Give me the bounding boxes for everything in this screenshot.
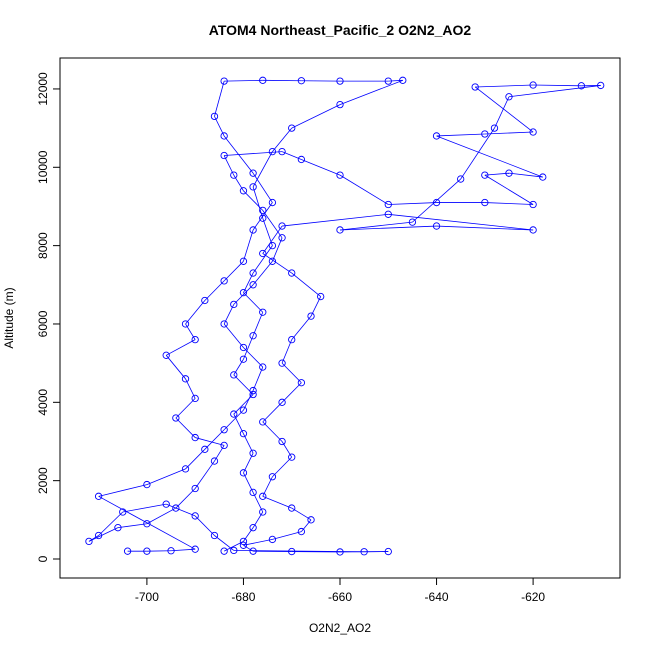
series-line-segment: [147, 508, 176, 524]
series-line-segment: [166, 504, 195, 516]
series-line-segment: [147, 469, 186, 485]
series-line-segment: [195, 516, 214, 536]
plot-frame: [60, 58, 620, 578]
series-line-segment: [205, 281, 224, 301]
y-tick-label: 2000: [36, 467, 50, 494]
series-line-segment: [243, 230, 253, 261]
x-tick-label: -680: [231, 590, 255, 604]
y-axis-label: Altitude (m): [2, 287, 16, 348]
y-tick-label: 6000: [36, 310, 50, 337]
series-line-segment: [123, 504, 166, 512]
series-line-segment: [282, 214, 388, 226]
series-line-segment: [234, 285, 253, 305]
series-line-segment: [263, 496, 292, 508]
series-line-segment: [272, 457, 291, 477]
series-line-segment: [340, 80, 403, 104]
y-tick-label: 8000: [36, 232, 50, 259]
series-line-segment: [99, 485, 147, 497]
series-line-segment: [176, 398, 195, 418]
series-line-segment: [292, 316, 311, 340]
series-line-segment: [461, 128, 495, 179]
series-line-segment: [292, 273, 321, 297]
series-line-segment: [494, 97, 508, 128]
series-line-segment: [243, 528, 253, 542]
series-line-segment: [263, 402, 282, 422]
series-line-segment: [224, 324, 243, 348]
series-line-segment: [388, 203, 436, 205]
series-line-segment: [437, 134, 485, 136]
y-tick-label: 4000: [36, 389, 50, 416]
x-axis: -700 -680 -660 -640 -620: [135, 578, 546, 604]
series-line-segment: [118, 524, 147, 528]
series-line-segment: [272, 532, 301, 540]
series-line-segment: [272, 238, 282, 262]
series-line-segment: [243, 191, 262, 211]
series-line-segment: [263, 253, 292, 273]
series-line-segment: [176, 488, 195, 508]
y-tick-label: 12000: [36, 72, 50, 106]
series-line-segment: [224, 261, 243, 281]
series-line-segment: [282, 383, 301, 403]
series-line-segment: [224, 80, 263, 81]
y-tick-label: 10000: [36, 150, 50, 184]
series-line-segment: [243, 293, 262, 313]
series-line-segment: [263, 422, 282, 442]
series-line-segment: [253, 367, 263, 391]
series-line-segment: [176, 418, 195, 438]
series-line-segment: [282, 340, 292, 364]
series-line-segment: [340, 175, 388, 204]
series-line-segment: [166, 355, 185, 379]
series-line-segment: [89, 528, 118, 542]
series-line-segment: [243, 539, 272, 545]
series-line-segment: [437, 136, 543, 177]
series-line-segment: [224, 410, 243, 430]
y-tick-label: 0: [36, 555, 50, 562]
chart-title: ATOM4 Northeast_Pacific_2 O2N2_AO2: [209, 22, 472, 38]
x-tick-label: -620: [521, 590, 545, 604]
series-line-segment: [166, 340, 195, 356]
data-series: [86, 77, 604, 555]
series-line-segment: [301, 520, 311, 532]
series-line-segment: [99, 512, 123, 536]
series-line-segment: [475, 87, 533, 132]
x-tick-label: -660: [328, 590, 352, 604]
series-line-segment: [282, 363, 301, 383]
series-line-segment: [301, 159, 340, 175]
series-line-segment: [533, 85, 581, 86]
series-line-segment: [186, 449, 205, 469]
series-line-segment: [485, 203, 533, 205]
x-tick-label: -640: [425, 590, 449, 604]
series-line-segment: [99, 496, 196, 549]
x-tick-label: -700: [135, 590, 159, 604]
series-line-segment: [224, 136, 253, 173]
series-line-segment: [234, 394, 253, 414]
series-line-segment: [253, 312, 263, 336]
series-line-segment: [253, 152, 272, 187]
series-line-segment: [412, 179, 460, 222]
x-axis-label: O2N2_AO2: [309, 621, 371, 635]
y-axis: 0 2000 4000 6000 8000 10000 12000: [36, 72, 60, 562]
series-line-segment: [214, 81, 224, 116]
series-line-segment: [509, 85, 601, 96]
series-line-segment: [475, 85, 533, 87]
series-line-segment: [186, 300, 205, 324]
series-line-segment: [253, 203, 272, 230]
series-line-segment: [292, 105, 340, 129]
series-line-segment: [195, 461, 214, 488]
series-line-segment: [485, 175, 533, 204]
